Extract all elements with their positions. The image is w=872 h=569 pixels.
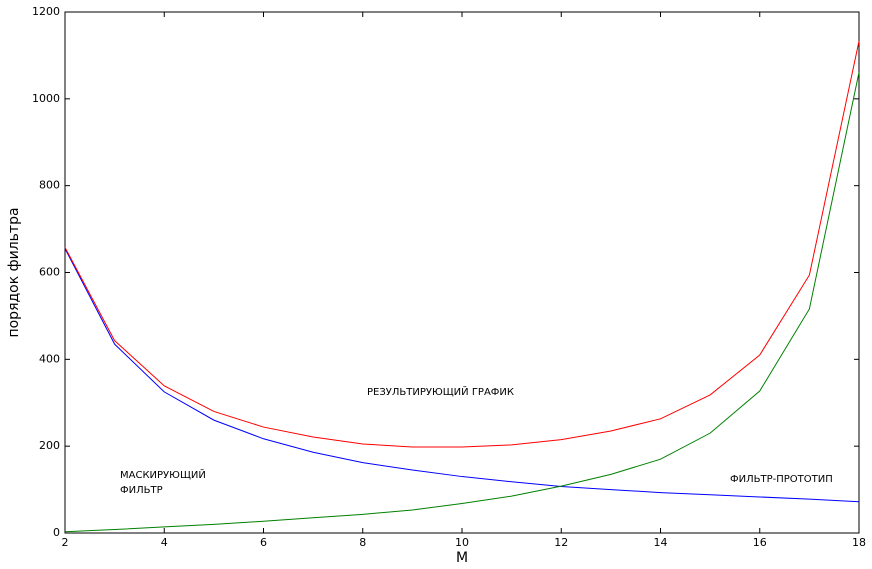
x-tick-label: 8 bbox=[359, 536, 366, 549]
annotation: ФИЛЬТР-ПРОТОТИП bbox=[730, 474, 833, 485]
x-tick-label: 18 bbox=[852, 536, 866, 549]
y-tick-label: 800 bbox=[39, 179, 60, 192]
series-line bbox=[64, 72, 860, 533]
series-line bbox=[64, 248, 860, 503]
x-tick-label: 4 bbox=[161, 536, 168, 549]
y-tick-label: 1000 bbox=[32, 92, 60, 105]
x-tick-label: 2 bbox=[62, 536, 69, 549]
x-tick-label: 6 bbox=[260, 536, 267, 549]
x-tick-label: 14 bbox=[654, 536, 668, 549]
y-tick-label: 200 bbox=[39, 439, 60, 452]
x-axis-label: M bbox=[456, 550, 468, 566]
series-line bbox=[64, 40, 860, 448]
y-axis-label: порядок фильтра bbox=[6, 207, 22, 337]
y-tick-label: 0 bbox=[53, 526, 60, 539]
y-tick-label: 600 bbox=[39, 266, 60, 279]
y-tick-label: 1200 bbox=[32, 5, 60, 18]
x-tick-label: 10 bbox=[455, 536, 469, 549]
annotation: РЕЗУЛЬТИРУЮЩИЙ ГРАФИК bbox=[367, 385, 514, 398]
annotation: МАСКИРУЮЩИЙ bbox=[120, 468, 206, 481]
annotation: ФИЛЬТР bbox=[120, 485, 163, 496]
x-tick-label: 16 bbox=[753, 536, 767, 549]
y-tick-label: 400 bbox=[39, 352, 60, 365]
x-tick-label: 12 bbox=[554, 536, 568, 549]
